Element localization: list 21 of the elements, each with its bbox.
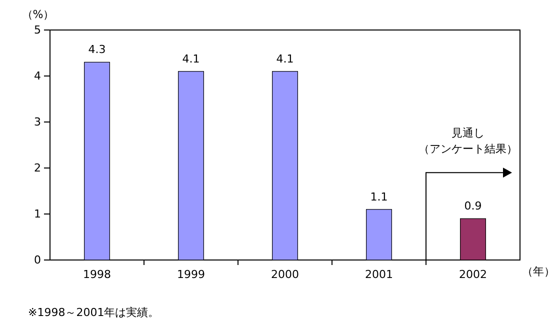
x-tick-label: 2000	[271, 268, 299, 281]
y-tick-label: 4	[34, 70, 41, 83]
x-axis-title: （年）	[522, 265, 550, 278]
y-tick-label: 0	[34, 254, 41, 267]
x-tick-label: 2001	[365, 268, 393, 281]
y-tick-label: 2	[34, 162, 41, 175]
y-tick-label: 3	[34, 116, 41, 129]
data-label: 1.1	[370, 190, 388, 204]
x-tick-label: 2002	[459, 268, 487, 281]
data-label: 4.1	[182, 52, 200, 66]
annotation: （アンケート結果）	[418, 142, 518, 156]
annotation: 見通し	[452, 126, 484, 140]
data-label: 0.9	[464, 200, 482, 213]
y-axis-title: （%）	[22, 8, 54, 21]
data-label: 4.3	[88, 43, 106, 56]
text: ※1998～2001年は実績。	[28, 306, 160, 319]
x-tick-label: 1999	[177, 268, 205, 281]
y-tick-label: 5	[34, 24, 41, 37]
x-tick-label: 1998	[83, 268, 111, 281]
data-label: 4.1	[276, 52, 294, 66]
y-tick-label: 1	[34, 208, 41, 221]
